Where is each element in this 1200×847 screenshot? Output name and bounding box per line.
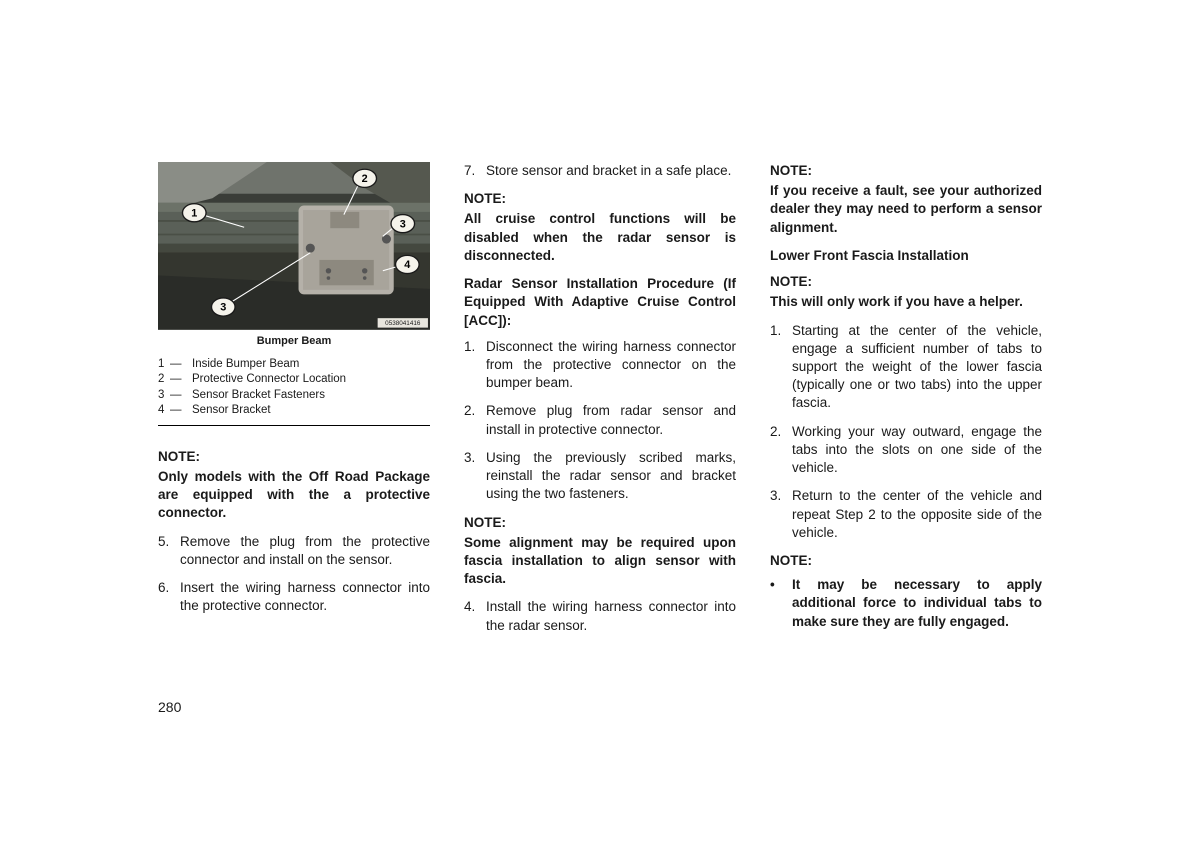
page-number: 280	[158, 698, 181, 717]
steps-list: 4. Install the wiring harness connector …	[464, 598, 736, 634]
note-label: NOTE:	[464, 190, 736, 208]
svg-text:3: 3	[220, 302, 226, 314]
legend-row: 2 — Protective Connector Location	[158, 372, 430, 388]
steps-list: 1. Disconnect the wiring harness connect…	[464, 338, 736, 504]
svg-text:4: 4	[404, 259, 410, 271]
step-item: 2. Working your way outward, engage the …	[770, 423, 1042, 478]
note-label: NOTE:	[770, 552, 1042, 570]
note-text: Only models with the Off Road Package ar…	[158, 468, 430, 523]
step-item: 7. Store sensor and bracket in a safe pl…	[464, 162, 736, 180]
step-item: 3. Using the previously scribed marks, r…	[464, 449, 736, 504]
step-item: 4. Install the wiring harness connector …	[464, 598, 736, 634]
legend-row: 1 — Inside Bumper Beam	[158, 357, 430, 373]
bullet-item: • It may be necessary to apply additiona…	[770, 576, 1042, 631]
column-2: 7. Store sensor and bracket in a safe pl…	[464, 162, 736, 687]
figure-caption: Bumper Beam	[158, 334, 430, 349]
svg-text:3: 3	[400, 218, 406, 230]
figure-legend: 1 — Inside Bumper Beam 2 — Protective Co…	[158, 357, 430, 419]
figure-watermark: 0538041416	[385, 320, 421, 327]
step-item: 1. Starting at the center of the vehicle…	[770, 322, 1042, 413]
steps-list: 7. Store sensor and bracket in a safe pl…	[464, 162, 736, 180]
svg-text:1: 1	[191, 207, 197, 219]
subheading: Lower Front Fascia Installation	[770, 247, 1042, 265]
note-label: NOTE:	[770, 273, 1042, 291]
bumper-beam-svg: 0538041416 1 2 3 3 4	[158, 162, 430, 330]
subheading: Radar Sensor Installation Procedure (If …	[464, 275, 736, 330]
svg-text:2: 2	[362, 173, 368, 185]
column-1: 0538041416 1 2 3 3 4 Bumper Beam	[158, 162, 430, 687]
step-item: 3. Return to the center of the vehicle a…	[770, 487, 1042, 542]
step-item: 6. Insert the wiring harness connector i…	[158, 579, 430, 615]
divider	[158, 425, 430, 426]
note-text: Some alignment may be required upon fasc…	[464, 534, 736, 589]
note-label: NOTE:	[464, 514, 736, 532]
note-text: This will only work if you have a helper…	[770, 293, 1042, 311]
steps-list: 5. Remove the plug from the protective c…	[158, 533, 430, 616]
step-item: 2. Remove plug from radar sensor and ins…	[464, 402, 736, 438]
bullet-list: • It may be necessary to apply additiona…	[770, 576, 1042, 631]
legend-row: 4 — Sensor Bracket	[158, 403, 430, 419]
note-label: NOTE:	[770, 162, 1042, 180]
manual-page: 0538041416 1 2 3 3 4 Bumper Beam	[158, 162, 1042, 687]
column-3: NOTE: If you receive a fault, see your a…	[770, 162, 1042, 687]
note-text: If you receive a fault, see your authori…	[770, 182, 1042, 237]
step-item: 1. Disconnect the wiring harness connect…	[464, 338, 736, 393]
note-text: All cruise control functions will be dis…	[464, 210, 736, 265]
legend-row: 3 — Sensor Bracket Fasteners	[158, 388, 430, 404]
steps-list: 1. Starting at the center of the vehicle…	[770, 322, 1042, 542]
step-item: 5. Remove the plug from the protective c…	[158, 533, 430, 569]
note-label: NOTE:	[158, 448, 430, 466]
bumper-beam-figure: 0538041416 1 2 3 3 4	[158, 162, 430, 330]
